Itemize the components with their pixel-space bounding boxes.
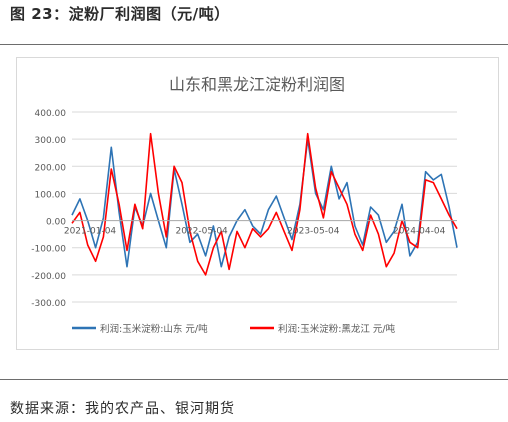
x-tick-label: 2021-01-04 — [64, 227, 117, 237]
figure-title: 图 23：淀粉厂利润图（元/吨） — [10, 5, 230, 23]
series-line-1 — [71, 132, 458, 276]
y-tick-label: -300.00 — [31, 299, 66, 309]
y-tick-label: -200.00 — [31, 272, 66, 282]
chart-title: 山东和黑龙江淀粉利润图 — [169, 75, 345, 94]
y-tick-label: 200.00 — [35, 163, 67, 173]
chart-container: 山东和黑龙江淀粉利润图 400.00 300.00 200.00 100.00 0.00… — [16, 57, 499, 350]
line-chart: 山东和黑龙江淀粉利润图 400.00 300.00 200.00 100.00 0.00… — [31, 75, 458, 335]
x-axis: 2021-01-04 2022-05-04 2023-05-04 2024-04-04 — [64, 220, 457, 237]
y-tick-label: 100.00 — [35, 190, 67, 200]
legend: 利润:玉米淀粉:山东 元/吨 利润:玉米淀粉:黑龙江 元/吨 — [72, 323, 396, 335]
top-rule — [0, 44, 508, 45]
legend-label-1: 利润:玉米淀粉:黑龙江 元/吨 — [278, 323, 396, 335]
legend-label-0: 利润:玉米淀粉:山东 元/吨 — [100, 323, 208, 335]
y-axis: 400.00 300.00 200.00 100.00 0.00 -100.00 -200.… — [31, 109, 66, 309]
x-tick-label: 2023-05-04 — [287, 227, 340, 237]
y-tick-label: -100.00 — [31, 245, 66, 255]
y-tick-label: 0.00 — [46, 218, 66, 228]
bottom-rule — [0, 379, 508, 380]
series-layer — [71, 132, 458, 276]
y-tick-label: 400.00 — [35, 109, 67, 119]
y-tick-label: 300.00 — [35, 136, 67, 146]
data-source-note: 数据来源：我的农产品、银河期货 — [10, 401, 235, 417]
gridlines — [72, 111, 457, 303]
x-tick-label: 2024-04-04 — [393, 227, 446, 237]
x-tick-label: 2022-05-04 — [175, 227, 228, 237]
